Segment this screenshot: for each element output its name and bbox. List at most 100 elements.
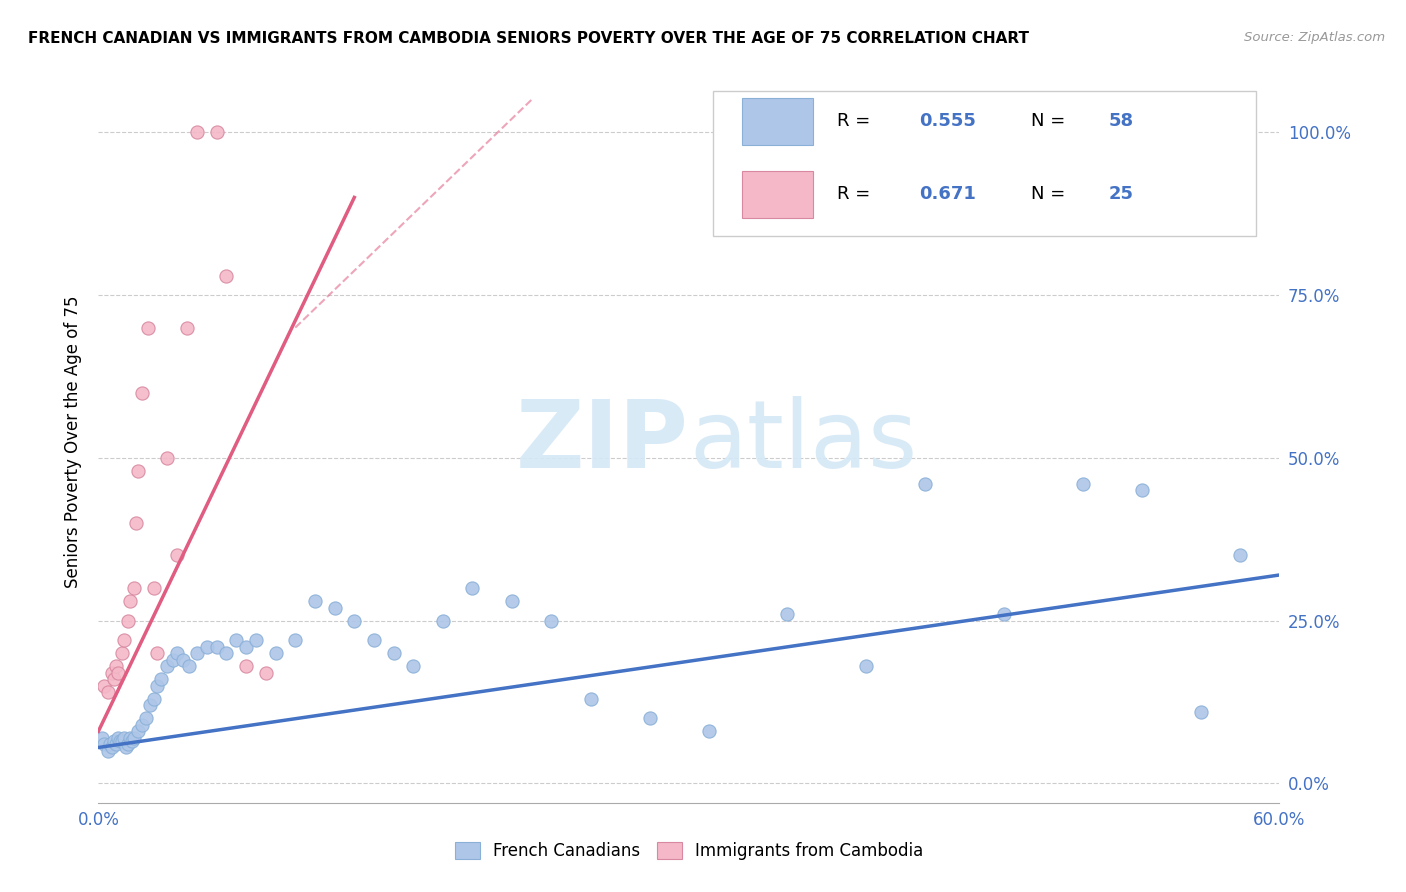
Point [111, 646, 134, 660]
Point [461, 581, 484, 595]
Point [146, 646, 169, 660]
Point [111, 734, 134, 748]
Point [855, 659, 877, 673]
Point [540, 614, 562, 628]
Point [501, 594, 523, 608]
Point [101, 740, 124, 755]
Point [363, 633, 385, 648]
Point [131, 717, 153, 731]
Point [914, 476, 936, 491]
Point [112, 633, 135, 648]
Point [162, 652, 184, 666]
Point [146, 679, 169, 693]
Text: 0.671: 0.671 [920, 185, 976, 202]
Text: 0.555: 0.555 [920, 112, 976, 130]
Point [107, 731, 129, 745]
FancyBboxPatch shape [713, 91, 1256, 235]
Point [138, 698, 160, 713]
Point [254, 665, 277, 680]
Point [97, 685, 120, 699]
Point [127, 464, 149, 478]
Point [98, 737, 121, 751]
Point [107, 665, 129, 680]
Text: N =: N = [1032, 112, 1071, 130]
Point [118, 594, 141, 608]
Point [343, 614, 366, 628]
Point [117, 737, 139, 751]
Point [112, 731, 135, 745]
Point [205, 640, 228, 654]
Point [235, 659, 257, 673]
Legend: French Canadians, Immigrants from Cambodia: French Canadians, Immigrants from Cambod… [449, 835, 929, 867]
Point [105, 659, 128, 673]
Point [235, 640, 257, 654]
Point [697, 724, 720, 739]
Point [115, 740, 138, 755]
Y-axis label: Seniors Poverty Over the Age of 75: Seniors Poverty Over the Age of 75 [65, 295, 83, 588]
Point [176, 320, 198, 334]
Point [776, 607, 799, 621]
Point [135, 711, 157, 725]
Text: Source: ZipAtlas.com: Source: ZipAtlas.com [1244, 31, 1385, 45]
Text: atlas: atlas [689, 395, 917, 488]
Point [382, 646, 405, 660]
Point [215, 646, 238, 660]
Point [323, 600, 346, 615]
Point [136, 320, 159, 334]
Text: ZIP: ZIP [516, 395, 689, 488]
Point [1130, 483, 1153, 498]
Point [225, 633, 247, 648]
Text: 58: 58 [1108, 112, 1133, 130]
Point [108, 734, 131, 748]
Point [142, 581, 165, 595]
Point [105, 737, 128, 751]
Point [93, 737, 115, 751]
Point [122, 731, 145, 745]
Point [127, 724, 149, 739]
Point [177, 659, 200, 673]
Point [186, 125, 208, 139]
Point [166, 646, 188, 660]
Point [245, 633, 267, 648]
Point [93, 679, 115, 693]
Point [121, 734, 143, 748]
Point [304, 594, 326, 608]
Point [156, 659, 179, 673]
Point [993, 607, 1015, 621]
Point [215, 268, 238, 283]
Point [97, 744, 120, 758]
Point [402, 659, 425, 673]
Point [142, 691, 165, 706]
Point [172, 652, 194, 666]
Point [117, 614, 139, 628]
Point [638, 711, 661, 725]
FancyBboxPatch shape [742, 98, 813, 145]
Text: N =: N = [1032, 185, 1071, 202]
Point [118, 731, 141, 745]
Point [103, 734, 125, 748]
Point [186, 646, 208, 660]
Point [1189, 705, 1212, 719]
Point [156, 450, 179, 465]
Point [579, 691, 602, 706]
Point [150, 672, 173, 686]
Point [125, 516, 148, 530]
Text: 25: 25 [1108, 185, 1133, 202]
Point [1229, 549, 1251, 563]
Point [264, 646, 287, 660]
Text: R =: R = [837, 112, 876, 130]
Point [91, 731, 114, 745]
Text: FRENCH CANADIAN VS IMMIGRANTS FROM CAMBODIA SENIORS POVERTY OVER THE AGE OF 75 C: FRENCH CANADIAN VS IMMIGRANTS FROM CAMBO… [28, 31, 1029, 46]
Text: R =: R = [837, 185, 876, 202]
Point [432, 614, 454, 628]
Point [1071, 476, 1094, 491]
Point [122, 581, 145, 595]
FancyBboxPatch shape [742, 170, 813, 218]
Point [284, 633, 307, 648]
Point [103, 672, 125, 686]
Point [101, 665, 124, 680]
Point [131, 385, 153, 400]
Point [166, 549, 188, 563]
Point [195, 640, 218, 654]
Point [205, 125, 228, 139]
